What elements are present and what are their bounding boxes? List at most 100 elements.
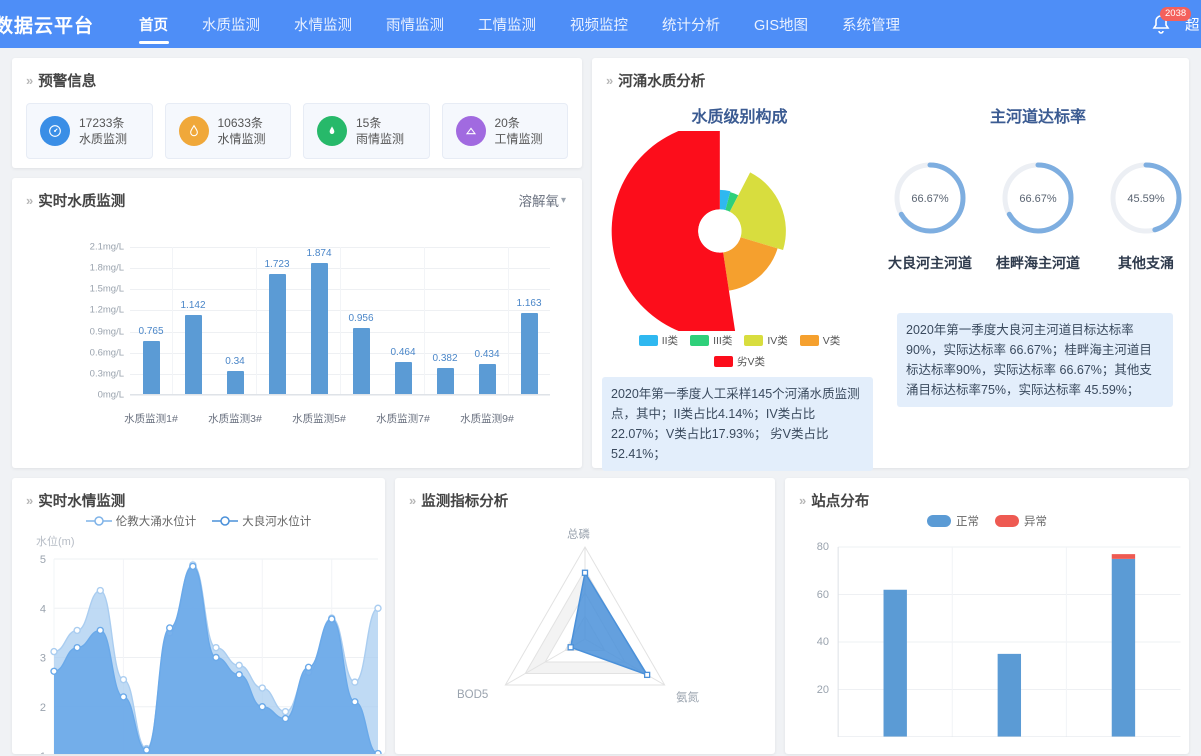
data-point[interactable] — [119, 693, 128, 701]
nav-item-rainfall[interactable]: 雨情监测 — [369, 0, 461, 48]
data-point[interactable] — [96, 626, 104, 635]
nav-item-statistics[interactable]: 统计分析 — [645, 0, 737, 48]
bar[interactable] — [268, 273, 286, 395]
legend-item-normal[interactable]: 正常 — [927, 513, 979, 529]
legend-item-abnormal[interactable]: 异常 — [995, 513, 1047, 529]
gauge[interactable]: 66.67% 大良河主河道 — [887, 155, 973, 273]
radar-chart-svg — [504, 546, 666, 686]
nav-item-gis-map[interactable]: GIS地图 — [737, 0, 825, 48]
rose-chart-legend: II类 III类 IV类 V类劣V类 — [592, 333, 887, 369]
data-point[interactable] — [351, 678, 359, 686]
double-chevron-icon: » — [26, 493, 33, 508]
data-point[interactable] — [281, 707, 290, 716]
data-point[interactable] — [258, 684, 266, 692]
radar-chart: 总磷 氨氮 BOD5 — [395, 511, 775, 731]
gauge[interactable]: 66.67% 桂畔海主河道 — [995, 155, 1081, 273]
nav-item-water-quality[interactable]: 水质监测 — [185, 0, 277, 48]
monitor-index-card: » 监测指标分析 总磷 氨氮 BOD5 — [395, 478, 775, 754]
radar-series[interactable] — [569, 570, 649, 677]
data-point[interactable] — [142, 746, 151, 754]
alert-box-water-quality[interactable]: 17233条 水质监测 — [26, 103, 153, 159]
pie-slice[interactable] — [719, 189, 731, 211]
pie-slice[interactable] — [723, 237, 778, 291]
bar[interactable] — [394, 362, 412, 395]
bar-normal[interactable] — [997, 653, 1022, 737]
data-point[interactable] — [189, 562, 197, 571]
grid-line-v — [508, 247, 509, 395]
gauge-label: 其他支涌 — [1118, 255, 1174, 271]
legend-item[interactable]: III类 — [690, 333, 732, 348]
alert-box-engineering[interactable]: 20条 工情监测 — [441, 103, 568, 159]
notification-button[interactable]: 2038 — [1149, 7, 1192, 39]
data-point[interactable] — [328, 615, 336, 623]
data-point[interactable] — [73, 626, 81, 635]
grid-line-v — [340, 247, 341, 395]
nav-item-water-regime[interactable]: 水情监测 — [277, 0, 369, 48]
rwq-card-title: 实时水质监测 — [38, 194, 126, 210]
right-column: » 河涌水质分析 水质级别构成 II类 III类 IV类 V类 劣V类 2020年第一季… — [592, 58, 1189, 471]
legend-item[interactable]: V类 — [799, 333, 840, 348]
indicator-select[interactable]: 溶解氧 ▾ — [518, 190, 566, 210]
bar[interactable] — [436, 368, 454, 395]
data-point[interactable] — [567, 644, 574, 651]
alert-box-rainfall[interactable]: 15条 雨情监测 — [303, 103, 430, 159]
bar-value-label: 0.765 — [138, 326, 164, 338]
bar[interactable] — [352, 327, 370, 395]
data-point[interactable] — [643, 671, 651, 679]
data-point[interactable] — [50, 667, 58, 675]
x-tick-label: 水质监测9# — [460, 413, 514, 425]
data-point[interactable] — [119, 675, 128, 684]
data-point[interactable] — [212, 643, 220, 652]
data-point[interactable] — [96, 586, 104, 595]
alert-count: 10633条 — [217, 116, 263, 130]
bar[interactable] — [184, 314, 202, 395]
nav-item-video[interactable]: 视频监控 — [553, 0, 645, 48]
data-point[interactable] — [50, 647, 58, 656]
nav-item-system[interactable]: 系统管理 — [825, 0, 917, 48]
bar[interactable] — [142, 341, 160, 395]
y-tick-label: 5 — [40, 554, 46, 566]
data-point[interactable] — [581, 569, 589, 576]
legend-item-daliang[interactable]: 大良河水位计 — [212, 513, 311, 529]
gauge-panel-description: 2020年第一季度大良河主河道目标达标率90%，实际达标率 66.67%；桂畔海… — [897, 313, 1173, 407]
bar[interactable] — [478, 364, 496, 395]
data-point[interactable] — [73, 643, 81, 652]
legend-item[interactable]: II类 — [638, 333, 678, 348]
y-tick-label: 3 — [40, 653, 46, 665]
river-quality-card: » 河涌水质分析 水质级别构成 II类 III类 IV类 V类 劣V类 2020年第一季… — [592, 58, 1189, 471]
legend-item-lunjiao[interactable]: 伦教大涌水位计 — [85, 513, 196, 529]
alert-box-water-regime[interactable]: 10633条 水情监测 — [164, 103, 291, 159]
data-point[interactable] — [235, 661, 243, 670]
nav-item-home[interactable]: 首页 — [122, 0, 185, 48]
pie-slice[interactable] — [729, 172, 786, 251]
bar-normal[interactable] — [1111, 558, 1136, 737]
radar-label-tp: 总磷 — [567, 529, 590, 541]
legend-item[interactable]: IV类 — [744, 333, 788, 348]
rwl-area-chart: 1 2 3 4 5 — [40, 554, 382, 754]
y-tick-label: 1 — [40, 751, 46, 754]
data-point[interactable] — [304, 663, 313, 672]
data-point[interactable] — [351, 698, 359, 706]
bar[interactable] — [226, 371, 244, 395]
y-tick-label: 1.5mg/L — [89, 283, 124, 295]
data-point[interactable] — [281, 714, 290, 723]
bar[interactable] — [310, 262, 328, 395]
legend-item[interactable]: 劣V类 — [713, 354, 765, 369]
pie-slice[interactable] — [611, 122, 737, 340]
bar-value-label: 0.34 — [225, 356, 245, 368]
data-point[interactable] — [258, 703, 266, 711]
data-point[interactable] — [374, 749, 382, 754]
bar[interactable] — [520, 313, 538, 395]
bar-normal[interactable] — [883, 589, 907, 737]
x-tick-label: 水质监测1# — [124, 413, 178, 425]
user-name[interactable]: 超 — [1185, 17, 1199, 34]
data-point[interactable] — [235, 671, 243, 679]
bar-abnormal[interactable] — [1111, 554, 1136, 559]
data-point[interactable] — [212, 653, 220, 662]
pie-slice[interactable] — [725, 192, 739, 212]
data-point[interactable] — [166, 624, 174, 632]
data-point[interactable] — [374, 604, 382, 612]
legend-swatch — [713, 356, 733, 367]
nav-item-engineering[interactable]: 工情监测 — [461, 0, 553, 48]
gauge[interactable]: 45.59% 其他支涌 — [1103, 155, 1189, 273]
